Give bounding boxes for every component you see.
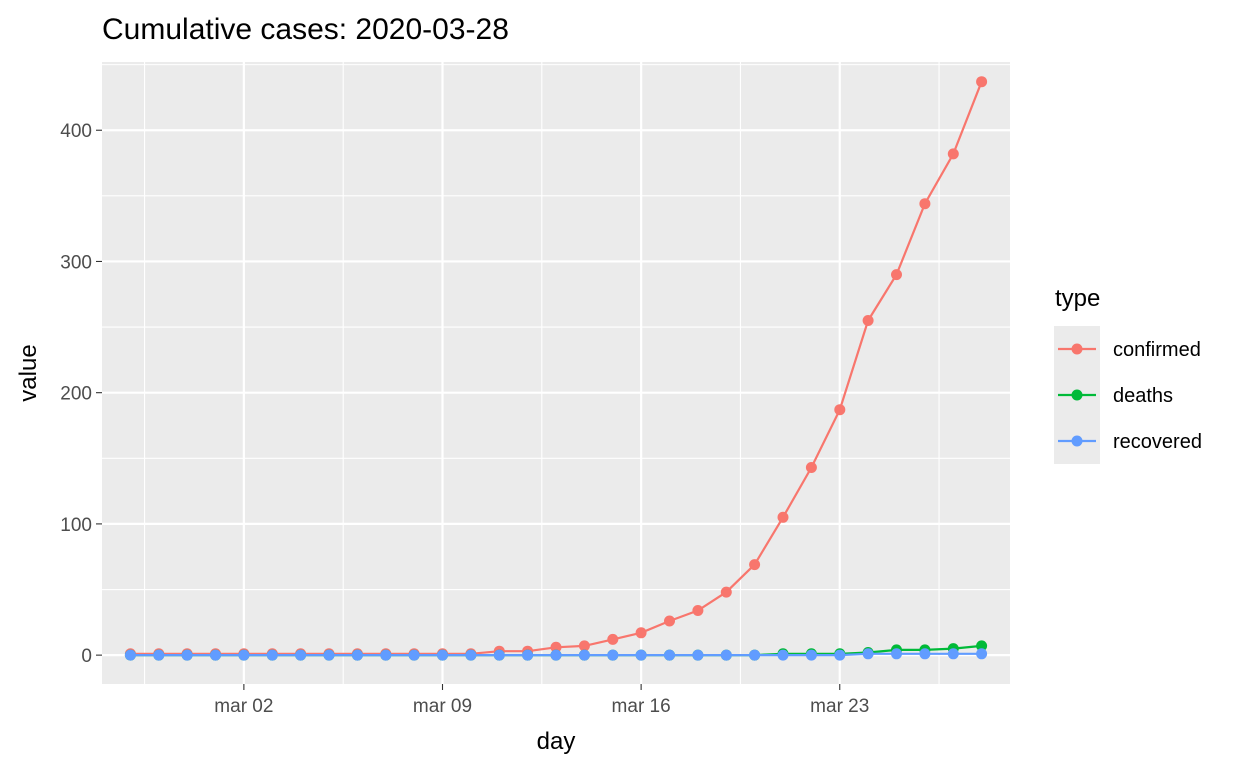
- data-point-recovered: [919, 648, 931, 660]
- data-point-recovered: [635, 649, 647, 661]
- data-point-confirmed: [976, 76, 988, 88]
- x-tick-label: mar 16: [612, 696, 671, 717]
- series-recovered: [124, 648, 988, 661]
- y-tick-label: 200: [60, 384, 92, 405]
- data-point-recovered: [976, 648, 988, 660]
- series-layer: [124, 76, 988, 661]
- legend-key-point: [1071, 343, 1083, 355]
- data-point-confirmed: [664, 615, 675, 627]
- data-point-recovered: [578, 649, 590, 661]
- y-tick-label: 100: [60, 515, 92, 536]
- legend-title: type: [1055, 285, 1100, 312]
- legend-item-confirmed: confirmed: [1054, 326, 1201, 372]
- data-point-recovered: [181, 649, 193, 661]
- data-point-recovered: [891, 648, 902, 660]
- data-point-recovered: [947, 648, 959, 660]
- y-tick-label: 300: [60, 252, 92, 273]
- legend: type confirmed deaths recovered: [1054, 285, 1202, 464]
- data-point-recovered: [465, 649, 477, 661]
- data-point-recovered: [210, 649, 221, 661]
- data-point-recovered: [295, 649, 307, 661]
- y-tick-label: 400: [60, 121, 92, 142]
- data-point-confirmed: [607, 633, 619, 645]
- data-point-recovered: [749, 649, 761, 661]
- x-axis: mar 02 mar 09 mar 16 mar 23: [214, 684, 869, 717]
- data-point-recovered: [522, 649, 534, 661]
- x-tick-label: mar 09: [413, 696, 472, 717]
- data-point-confirmed: [578, 640, 590, 652]
- legend-label: confirmed: [1113, 339, 1201, 361]
- x-axis-title: day: [537, 728, 576, 755]
- plot-panel: [102, 62, 1010, 684]
- data-point-recovered: [351, 649, 363, 661]
- legend-key-point: [1071, 389, 1083, 401]
- chart-title: Cumulative cases: 2020-03-28: [102, 13, 509, 46]
- data-point-confirmed: [692, 605, 704, 616]
- data-point-recovered: [493, 649, 505, 661]
- data-point-recovered: [834, 649, 846, 661]
- data-point-recovered: [153, 649, 165, 661]
- data-point-recovered: [692, 649, 704, 661]
- data-point-recovered: [550, 649, 562, 661]
- data-point-confirmed: [777, 511, 789, 523]
- data-point-recovered: [437, 649, 448, 661]
- data-point-recovered: [664, 649, 675, 661]
- data-point-recovered: [323, 649, 335, 661]
- data-point-confirmed: [834, 404, 846, 416]
- data-point-recovered: [266, 649, 278, 661]
- data-point-confirmed: [947, 148, 959, 160]
- data-point-recovered: [805, 649, 817, 661]
- data-point-deaths: [976, 640, 988, 652]
- data-point-confirmed: [550, 641, 562, 653]
- legend-items: confirmed deaths recovered: [1054, 326, 1202, 464]
- x-tick-label: mar 02: [214, 696, 273, 717]
- data-point-recovered: [720, 649, 732, 661]
- y-axis-title: value: [15, 344, 42, 401]
- data-point-confirmed: [749, 559, 761, 571]
- x-tick-label: mar 23: [810, 696, 869, 717]
- data-point-recovered: [862, 648, 874, 660]
- data-point-confirmed: [919, 198, 931, 210]
- data-point-confirmed: [720, 586, 732, 598]
- data-point-recovered: [408, 649, 420, 661]
- legend-key-point: [1071, 435, 1083, 447]
- y-tick-label: 0: [81, 646, 92, 667]
- legend-label: deaths: [1113, 385, 1173, 407]
- data-point-confirmed: [891, 269, 902, 281]
- data-point-confirmed: [635, 627, 647, 639]
- data-point-recovered: [380, 649, 392, 661]
- legend-label: recovered: [1113, 431, 1202, 453]
- data-point-recovered: [607, 649, 619, 661]
- legend-item-recovered: recovered: [1054, 418, 1202, 464]
- data-point-confirmed: [805, 462, 817, 473]
- data-point-recovered: [238, 649, 250, 661]
- legend-item-deaths: deaths: [1054, 372, 1173, 418]
- data-point-recovered: [124, 649, 136, 661]
- y-axis: 0 100 200 300 400: [60, 121, 102, 667]
- data-point-confirmed: [862, 315, 874, 326]
- data-point-recovered: [777, 649, 789, 661]
